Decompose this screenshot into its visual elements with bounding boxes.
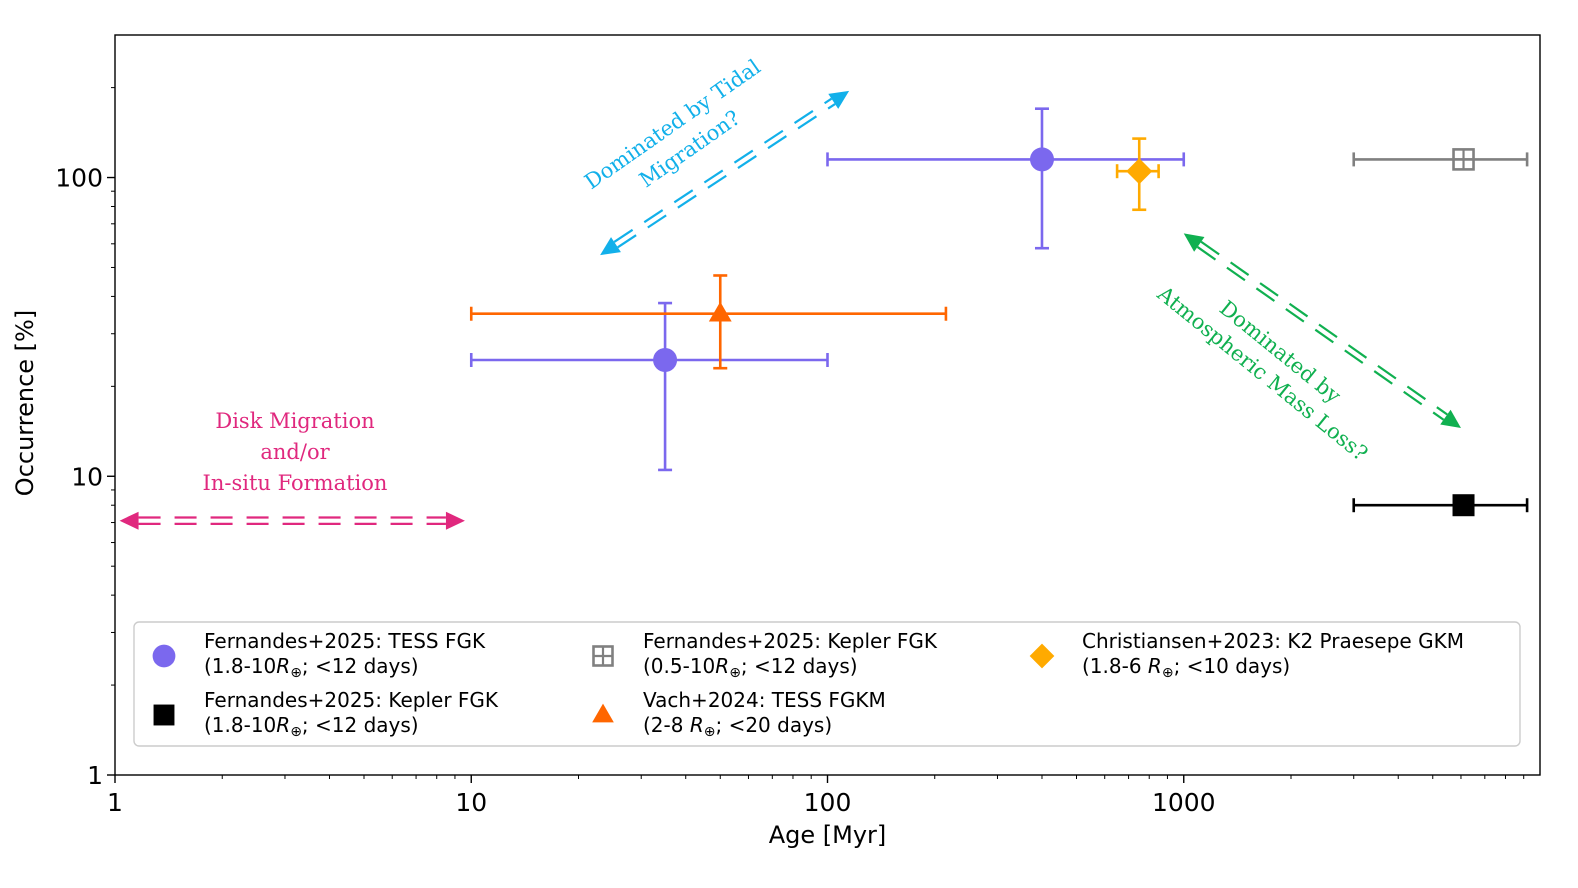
legend-sublabel-prefix: (1.8-6	[1082, 654, 1148, 678]
legend-sublabel: (1.8-6 R⊕; <10 days)	[1082, 654, 1290, 681]
x-axis-label: Age [Myr]	[769, 821, 887, 849]
x-tick-label: 1000	[1152, 788, 1216, 817]
y-tick-label: 100	[55, 164, 103, 193]
series-tess-fgk	[469, 107, 1186, 472]
legend-sublabel: (1.8-10R⊕; <12 days)	[204, 654, 419, 681]
arrow-dash-line	[613, 97, 833, 243]
annotation-disk-line: and/or	[260, 440, 330, 464]
legend-radius-symbol: R	[1148, 654, 1162, 678]
annotation-disk-line: Disk Migration	[215, 409, 374, 433]
x-tick-label: 10	[455, 788, 487, 817]
axes-layer: 1 10 100 1000 1 10 100 Age [Myr] Occurrence [%]	[11, 34, 1541, 849]
legend-label: Fernandes+2025: Kepler FGK	[204, 688, 499, 712]
legend-sublabel-suffix: ; <12 days)	[302, 713, 419, 737]
arrow-head-start	[1183, 233, 1205, 252]
legend-sublabel-prefix: (2-8	[643, 713, 690, 737]
legend-label: Christiansen+2023: K2 Praesepe GKM	[1082, 629, 1464, 653]
legend-radius-subscript: ⊕	[290, 724, 302, 740]
y-tick-label: 1	[87, 761, 103, 790]
circle-marker	[1029, 147, 1054, 172]
square-plus-marker	[592, 645, 614, 667]
y-tick-label: 10	[71, 462, 103, 491]
arrow-dash-line	[1196, 246, 1445, 421]
data-layer	[469, 107, 1529, 517]
legend-sublabel-suffix: ; <10 days)	[1174, 654, 1291, 678]
legend-radius-subscript: ⊕	[729, 665, 741, 681]
legend-item-christiansen-k2: Christiansen+2023: K2 Praesepe GKM(1.8-6…	[1029, 629, 1464, 681]
arrow-head-start	[600, 237, 621, 256]
legend-item-vach-tess: Vach+2024: TESS FGKM(2-8 R⊕; <20 days)	[592, 688, 886, 740]
series-vach-tess	[469, 274, 948, 370]
diamond-marker	[1029, 643, 1055, 669]
legend-radius-subscript: ⊕	[704, 724, 716, 740]
double-dashed-arrow	[1183, 233, 1461, 429]
series-kepler-fgk-wide	[1352, 148, 1529, 171]
arrow-dash-line	[1200, 240, 1448, 416]
legend-label: Fernandes+2025: Kepler FGK	[643, 629, 938, 653]
annotations-layer: Disk Migration and/or In-situ Formation Dom…	[119, 55, 1461, 530]
square-marker	[153, 704, 175, 726]
double-dashed-arrow	[600, 90, 850, 256]
legend-sublabel-prefix: (0.5-10	[643, 654, 715, 678]
legend-box	[133, 621, 1521, 747]
circle-marker	[152, 644, 176, 668]
arrow-head-end	[445, 511, 465, 530]
legend-label: Fernandes+2025: TESS FGK	[204, 629, 486, 653]
legend-radius-symbol: R	[690, 713, 704, 737]
triangle-marker	[592, 703, 614, 723]
y-axis-label: Occurrence [%]	[11, 310, 39, 496]
triangle-marker	[708, 301, 732, 322]
legend-sublabel-prefix: (1.8-10	[204, 654, 276, 678]
legend-radius-subscript: ⊕	[1162, 665, 1174, 681]
legend-label: Vach+2024: TESS FGKM	[643, 688, 886, 712]
legend-sublabel-prefix: (1.8-10	[204, 713, 276, 737]
legend-sublabel-suffix: ; <12 days)	[302, 654, 419, 678]
legend-radius-symbol: R	[715, 654, 729, 678]
arrow-head-start	[119, 511, 139, 530]
legend: Fernandes+2025: TESS FGK(1.8-10R⊕; <12 d…	[133, 621, 1521, 747]
double-dashed-arrow	[119, 511, 465, 530]
annotation-atmospheric-line: Atmospheric Mass Loss?	[1152, 281, 1372, 466]
x-tick-label: 100	[804, 788, 852, 817]
legend-radius-subscript: ⊕	[290, 665, 302, 681]
series-kepler-fgk-small	[1352, 494, 1529, 517]
legend-radius-symbol: R	[276, 713, 290, 737]
legend-sublabel: (2-8 R⊕; <20 days)	[643, 713, 832, 740]
square-plus-marker	[1452, 148, 1475, 171]
legend-item-kepler-fgk-small: Fernandes+2025: Kepler FGK(1.8-10R⊕; <12…	[153, 688, 499, 740]
legend-radius-symbol: R	[276, 654, 290, 678]
legend-item-kepler-fgk-wide: Fernandes+2025: Kepler FGK(0.5-10R⊕; <12…	[592, 629, 938, 681]
legend-sublabel: (1.8-10R⊕; <12 days)	[204, 713, 419, 740]
x-tick-label: 1	[107, 788, 123, 817]
arrow-head-end	[1440, 409, 1461, 429]
legend-sublabel: (0.5-10R⊕; <12 days)	[643, 654, 858, 681]
square-marker	[1452, 494, 1475, 517]
arrow-dash-line	[617, 103, 836, 249]
legend-sublabel-suffix: ; <20 days)	[715, 713, 832, 737]
series-christiansen-k2	[1115, 137, 1160, 212]
legend-sublabel-suffix: ; <12 days)	[741, 654, 858, 678]
diamond-marker	[1126, 158, 1153, 185]
annotation-disk-line: In-situ Formation	[203, 471, 388, 495]
legend-item-tess-fgk: Fernandes+2025: TESS FGK(1.8-10R⊕; <12 d…	[152, 629, 486, 681]
circle-marker	[653, 348, 678, 373]
arrow-head-end	[828, 90, 850, 109]
